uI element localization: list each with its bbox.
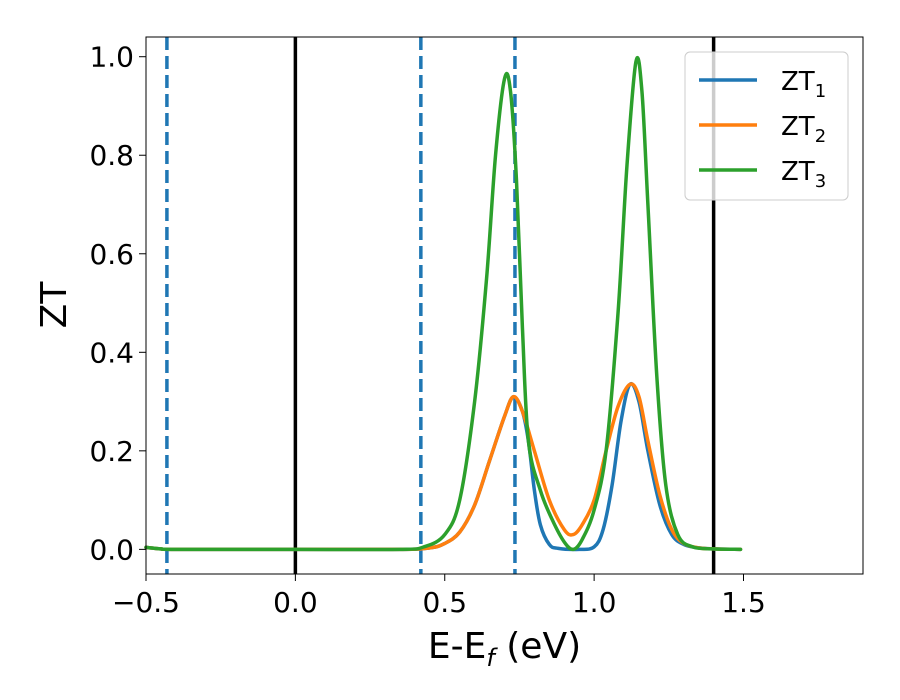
y-tick-label: 0.8 xyxy=(89,139,134,172)
x-axis-label: E-Ef (eV) xyxy=(428,626,581,672)
series-line-zt-3 xyxy=(144,55,743,552)
y-tick-label: 0.2 xyxy=(89,435,134,468)
x-tick-label: −0.5 xyxy=(112,586,180,619)
legend-box xyxy=(684,51,849,201)
x-tick-label: 1.5 xyxy=(721,586,766,619)
y-tick-label: 0.4 xyxy=(89,336,134,369)
legend: ZT1 ZT2 ZT3 xyxy=(684,51,849,201)
y-axis-ticks: 0.0 0.2 0.4 0.6 0.8 1.0 xyxy=(89,41,146,566)
plot-frame xyxy=(145,36,864,575)
y-tick-label: 0.6 xyxy=(89,238,134,271)
legend-label: ZT2 xyxy=(781,112,826,147)
x-tick-label: 1.0 xyxy=(572,586,617,619)
x-tick-label: 0.0 xyxy=(273,586,318,619)
x-tick-label: 0.5 xyxy=(422,586,467,619)
y-tick-label: 0.0 xyxy=(89,533,134,566)
legend-label: ZT3 xyxy=(781,157,826,192)
series-lines xyxy=(144,55,743,552)
y-axis-label: ZT xyxy=(34,281,75,329)
y-tick-label: 1.0 xyxy=(89,41,134,74)
legend-label: ZT1 xyxy=(781,67,826,102)
x-axis-ticks: −0.5 0.0 0.5 1.0 1.5 xyxy=(112,574,766,619)
